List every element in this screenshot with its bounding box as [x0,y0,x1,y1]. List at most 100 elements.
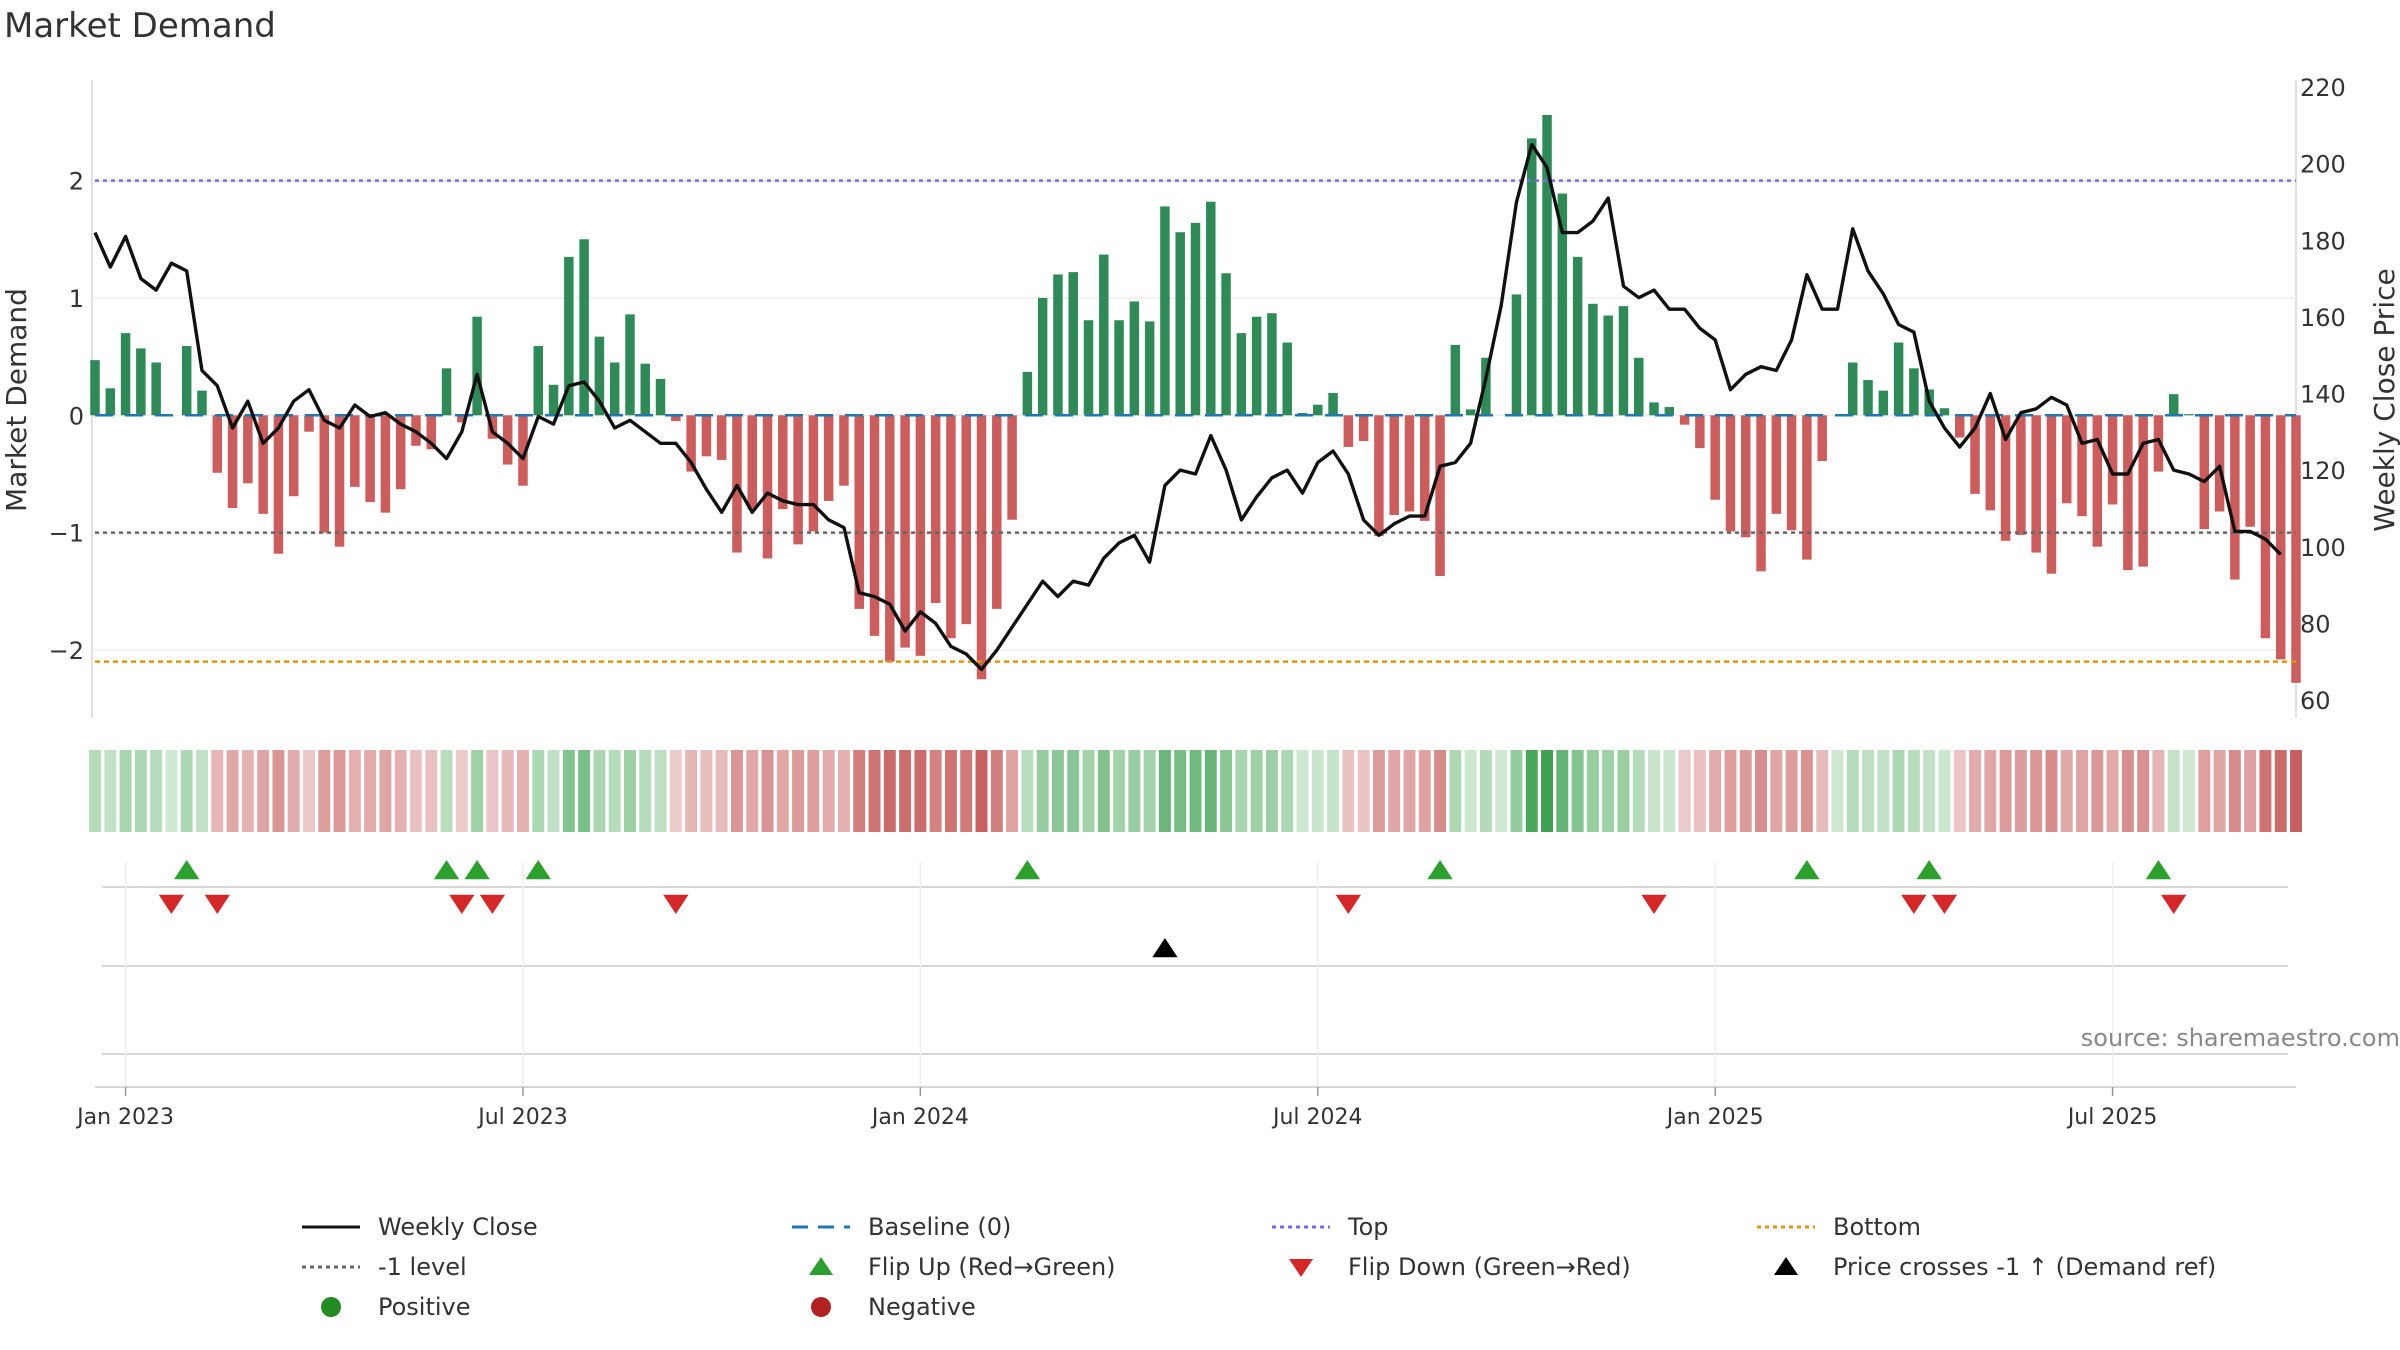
demand-strip-cell [1693,750,1706,832]
negative-demand-bar [1985,415,1996,511]
demand-strip-cell [2290,750,2302,832]
demand-strip-cell [2060,750,2073,832]
x-tick-label: Jul 2025 [2066,1105,2158,1130]
negative-demand-bar [1358,415,1369,442]
demand-strip-cell [1449,750,1462,832]
legend-label: Baseline (0) [868,1213,1012,1241]
positive-demand-bar [197,390,207,416]
demand-strip-cell [1907,750,1920,832]
demand-strip-cell [1189,750,1202,832]
flip-up-marker [1014,860,1041,880]
negative-demand-bar [1679,415,1690,425]
demand-strip-cell [1724,750,1737,832]
negative-demand-bar [716,415,727,460]
x-tick-label: Jul 2023 [476,1105,568,1130]
positive-demand-bar [1634,357,1644,416]
demand-strip-cell [1250,750,1263,832]
negative-demand-bar [793,415,803,545]
demand-strip-cell [853,750,866,832]
demand-strip-cell [1296,750,1309,832]
demand-strip-cell [868,750,881,832]
chart-legend: Weekly Close -1 level Positive Baseline (0)… [300,1210,2250,1330]
positive-demand-bar [151,362,161,416]
positive-demand-bar [1083,320,1094,416]
demand-strip-cell [822,750,835,832]
positive-demand-bar [1206,201,1216,416]
legend-symbol-icon [1757,1225,1815,1229]
right-tick-label: 120 [2300,457,2346,485]
positive-demand-bar [136,348,146,416]
demand-strip-cell [1021,750,1034,832]
demand-strip-cell [700,750,713,832]
positive-demand-bar [1114,320,1124,416]
positive-demand-bar [1481,357,1491,416]
negative-demand-bar [1817,415,1827,462]
demand-strip-cell [1097,750,1110,832]
positive-demand-bar [1175,232,1185,416]
negative-demand-bar [839,415,849,486]
demand-strip-cell [303,750,315,832]
legend-symbol-icon [809,1257,833,1275]
demand-strip-cell [486,750,499,832]
demand-strip-cell [134,750,147,832]
demand-strip-cell [1495,750,1508,832]
positive-demand-bar [1267,313,1277,416]
demand-strip-cell [226,750,239,832]
negative-demand-bar [1695,415,1705,449]
demand-strip-cell [1632,750,1645,832]
demand-strip-cell [746,750,759,832]
right-tick-label: 180 [2300,227,2346,255]
legend-item: Flip Down (Green→Red) [1270,1250,1631,1284]
positive-demand-bar [1572,256,1583,416]
demand-strip-cell [196,750,208,832]
negative-demand-bar [2046,415,2057,574]
demand-strip-cell [150,750,163,832]
legend-label: Top [1348,1213,1389,1241]
negative-demand-bar [778,415,788,510]
positive-demand-bar [105,388,116,416]
positive-demand-bar [1190,222,1201,416]
demand-strip-cell [1372,750,1385,832]
legend-label: Flip Up (Red→Green) [868,1253,1116,1281]
demand-strip-cell [776,750,789,832]
demand-strip-cell [990,750,1003,832]
demand-strip-cell [1862,750,1874,832]
negative-demand-bar [2275,415,2286,660]
legend-label: Bottom [1833,1213,1922,1241]
right-tick-label: 220 [2300,74,2346,102]
negative-demand-bar [502,415,513,465]
demand-strip-cell [1831,750,1844,832]
legend-item: Flip Up (Red→Green) [790,1250,1116,1284]
demand-strip-cell [639,750,652,832]
negative-demand-bar [365,415,375,503]
demand-strip-cell [761,750,774,832]
legend-symbol-icon [1289,1259,1313,1277]
flip-down-marker [1931,894,1958,914]
positive-demand-bar [1557,193,1568,416]
demand-strip-cell [2228,750,2241,832]
positive-demand-bar [1649,402,1659,416]
demand-strip-cell [715,750,728,832]
positive-demand-bar [1893,342,1904,416]
negative-demand-bar [930,415,941,604]
negative-demand-bar [885,415,895,662]
demand-strip-cell [471,750,484,832]
legend-item: Top [1270,1210,1389,1244]
positive-demand-bar [120,333,131,416]
x-tick-label: Jan 2023 [75,1105,174,1130]
negative-demand-bar [1771,415,1782,514]
demand-strip-cell [2198,750,2211,832]
negative-demand-bar [395,415,406,490]
legend-symbol-icon [792,1225,850,1229]
x-tick-label: Jan 2025 [1665,1105,1764,1130]
demand-strip-cell [1265,750,1278,832]
right-axis-label: Weekly Close Price [2368,268,2400,531]
negative-demand-bar [2016,415,2026,535]
positive-demand-bar [1160,206,1170,416]
demand-strip-cell [1541,750,1554,832]
demand-strip-cell [669,750,682,832]
positive-demand-bar [1022,371,1033,416]
demand-strip-cell [1006,750,1019,832]
demand-strip-cell [1388,750,1401,832]
